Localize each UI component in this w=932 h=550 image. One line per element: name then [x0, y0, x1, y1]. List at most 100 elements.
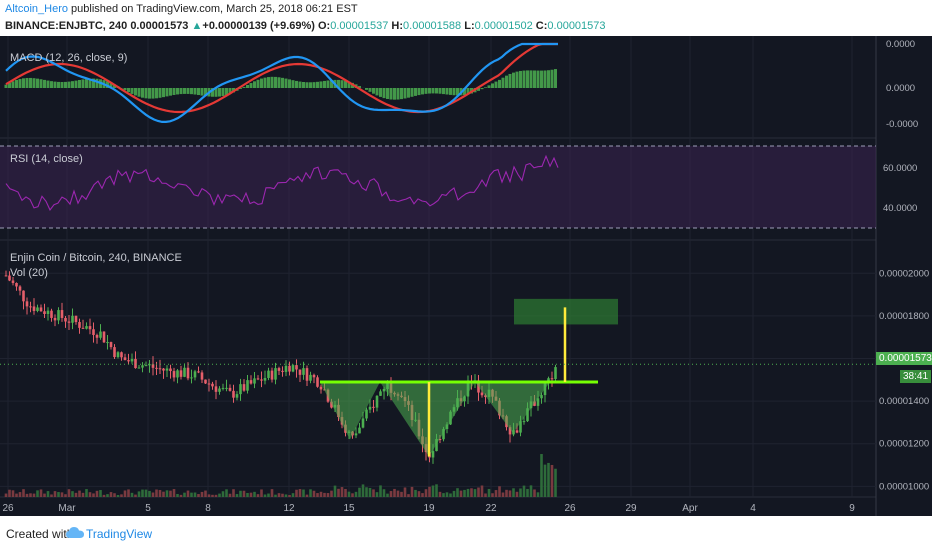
- volume-bar: [92, 493, 95, 497]
- macd-histogram-bar: [508, 73, 512, 88]
- macd-histogram-bar: [529, 70, 533, 88]
- volume-bar: [382, 489, 386, 497]
- volume-bar: [207, 494, 211, 497]
- macd-histogram-bar: [162, 88, 165, 98]
- macd-histogram-bar: [36, 78, 39, 88]
- macd-histogram-bar: [540, 70, 543, 88]
- tradingview-brand-link[interactable]: TradingView: [86, 527, 153, 541]
- candle-body: [95, 334, 99, 338]
- macd-histogram-bar: [263, 77, 267, 88]
- volume-bar: [165, 490, 169, 497]
- volume-bar: [102, 494, 106, 497]
- macd-histogram-bar: [414, 88, 417, 96]
- macd-histogram-bar: [505, 75, 508, 88]
- x-tick-label: Apr: [682, 503, 698, 514]
- volume-bar: [263, 494, 267, 497]
- volume-bar: [99, 490, 102, 497]
- macd-pane: [4, 42, 558, 123]
- volume-bar: [284, 494, 288, 497]
- volume-bar: [512, 488, 515, 497]
- candle-body: [92, 329, 95, 335]
- rsi-line: [5, 154, 559, 211]
- volume-bar: [123, 490, 127, 497]
- candle-body: [137, 367, 141, 369]
- macd-histogram-bar: [323, 80, 326, 88]
- volume-bar: [351, 493, 354, 497]
- macd-histogram-bar: [29, 77, 32, 88]
- volume-bar: [477, 487, 480, 497]
- macd-histogram-bar: [169, 88, 172, 96]
- volume-bar: [116, 494, 120, 497]
- candle-body: [319, 386, 323, 390]
- macd-histogram-bar: [267, 77, 270, 88]
- main-pane-label: Enjin Coin / Bitcoin, 240, BINANCE: [10, 252, 182, 264]
- volume-bar: [547, 462, 550, 497]
- x-tick-label: 8: [205, 503, 211, 514]
- candle-body: [25, 301, 29, 307]
- volume-bar: [400, 491, 403, 497]
- volume-bar: [67, 489, 71, 497]
- volume-bar: [144, 489, 148, 497]
- macd-histogram-bar: [270, 76, 274, 88]
- candle-body: [67, 321, 71, 323]
- candle-body: [480, 392, 484, 396]
- x-tick-label: 19: [423, 503, 435, 514]
- candle-body: [382, 388, 386, 392]
- price-tick-label: 0.00001800: [879, 311, 929, 322]
- macd-histogram-bar: [155, 88, 158, 99]
- volume-bar: [39, 489, 43, 497]
- volume-bar: [141, 489, 144, 497]
- volume-bar: [155, 489, 158, 497]
- volume-bar: [508, 490, 512, 497]
- volume-bar: [295, 489, 298, 497]
- candle-body: [99, 331, 102, 338]
- change-arrow-icon: ▲: [191, 20, 203, 32]
- change-value: +0.00000139 (+9.69%): [202, 20, 315, 32]
- author-link[interactable]: Altcoin_Hero: [5, 3, 68, 15]
- macd-histogram-bar: [15, 79, 18, 88]
- macd-histogram-bar: [512, 72, 515, 88]
- volume-bar: [379, 485, 382, 497]
- volume-bar: [302, 489, 305, 497]
- candle-body: [186, 367, 190, 379]
- candle-body: [102, 331, 106, 343]
- candle-body: [113, 347, 116, 358]
- macd-histogram-bar: [8, 82, 11, 88]
- candle-body: [214, 386, 218, 392]
- volume-bar: [529, 485, 533, 497]
- volume-bar: [533, 489, 536, 497]
- volume-bar: [71, 491, 74, 497]
- macd-histogram-bar: [176, 88, 179, 95]
- volume-bar: [396, 490, 400, 497]
- candle-body: [375, 395, 379, 408]
- volume-bar: [18, 492, 22, 497]
- macd-histogram-bar: [365, 88, 368, 90]
- volume-bar: [288, 494, 291, 497]
- symbol-label: BINANCE:ENJBTC, 240: [5, 20, 128, 32]
- volume-bar: [480, 485, 484, 497]
- chart-header: Altcoin_Hero published on TradingView.co…: [0, 0, 932, 36]
- volume-bar: [543, 464, 547, 497]
- macd-histogram-bar: [246, 84, 249, 88]
- volume-bar: [50, 494, 53, 497]
- volume-bar: [445, 492, 449, 497]
- candle-body: [526, 408, 529, 422]
- candle-body: [298, 369, 302, 375]
- candle-body: [22, 290, 25, 302]
- volume-bar: [197, 494, 200, 497]
- volume-bar: [120, 494, 123, 497]
- volume-bar: [337, 488, 340, 497]
- x-tick-label: 4: [750, 503, 756, 514]
- volume-bar: [256, 494, 260, 497]
- volume-bar: [134, 494, 137, 497]
- macd-histogram-bar: [228, 88, 232, 94]
- candle-body: [127, 360, 130, 362]
- chart-canvas[interactable]: 26 Mar 5 8 12 15 19 22 26 29 Apr 4 9 0.00002000 0.0000…: [0, 36, 932, 516]
- volume-bar: [456, 488, 459, 497]
- chart-area[interactable]: 26 Mar 5 8 12 15 19 22 26 29 Apr 4 9 0.00002000 0.0000…: [0, 36, 932, 516]
- candle-body: [277, 368, 281, 371]
- volume-bar: [88, 492, 92, 497]
- candle-body: [120, 352, 123, 358]
- candle-body: [109, 342, 113, 348]
- price-tick-label: 0.00002000: [879, 268, 929, 279]
